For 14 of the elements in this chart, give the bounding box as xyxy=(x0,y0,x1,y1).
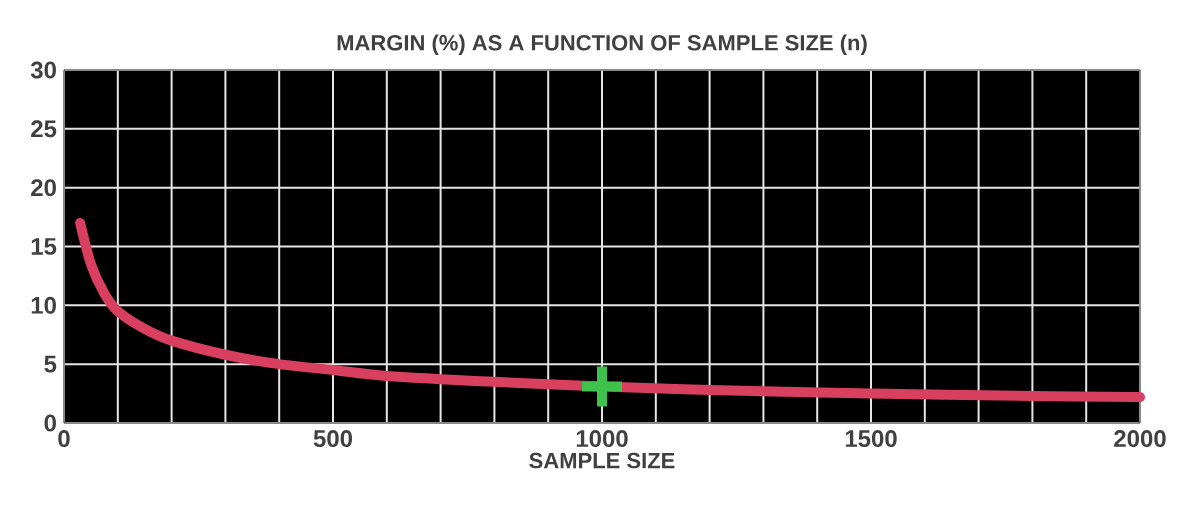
y-tick-label: 0 xyxy=(44,414,56,432)
chart-title: MARGIN (%) AS A FUNCTION OF SAMPLE SIZE (n) xyxy=(337,34,867,55)
y-tick-label: 30 xyxy=(30,61,56,79)
y-tick-label: 15 xyxy=(31,238,57,255)
x-tick-label: 1000 xyxy=(576,430,628,448)
x-tick-label: 0 xyxy=(58,430,70,448)
y-tick-label: 25 xyxy=(31,120,57,138)
y-tick-label: 10 xyxy=(31,296,56,314)
y-tick-label: 5 xyxy=(44,355,57,373)
x-tick-label: 2000 xyxy=(1114,430,1166,448)
x-axis-title: SAMPLE SIZE xyxy=(529,452,675,469)
x-tick-label: 500 xyxy=(313,430,353,448)
x-tick-label: 1500 xyxy=(845,430,897,448)
y-tick-label: 20 xyxy=(31,179,56,197)
